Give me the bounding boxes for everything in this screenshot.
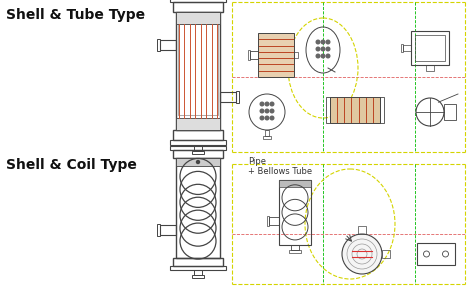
Bar bbox=[220, 92, 236, 102]
Circle shape bbox=[260, 102, 264, 106]
Bar bbox=[194, 145, 202, 151]
Circle shape bbox=[197, 160, 199, 164]
Circle shape bbox=[326, 40, 330, 44]
Bar bbox=[415, 35, 445, 61]
Text: Shell & Tube Type: Shell & Tube Type bbox=[6, 8, 145, 22]
Bar bbox=[294, 52, 298, 58]
Circle shape bbox=[260, 116, 264, 120]
Circle shape bbox=[326, 47, 330, 51]
Bar bbox=[411, 31, 449, 65]
Bar bbox=[403, 45, 411, 51]
Circle shape bbox=[265, 109, 269, 113]
Bar bbox=[401, 44, 403, 52]
Bar bbox=[263, 136, 271, 139]
Circle shape bbox=[270, 102, 274, 106]
Bar bbox=[176, 158, 220, 258]
Bar bbox=[258, 33, 294, 77]
Bar bbox=[291, 245, 299, 249]
Bar bbox=[173, 150, 223, 158]
Bar bbox=[157, 224, 160, 236]
Bar bbox=[157, 39, 160, 51]
Circle shape bbox=[260, 109, 264, 113]
Bar bbox=[176, 12, 220, 130]
Circle shape bbox=[321, 47, 325, 51]
Bar bbox=[417, 243, 455, 265]
Circle shape bbox=[316, 40, 320, 44]
Bar bbox=[279, 179, 311, 245]
Bar bbox=[248, 50, 250, 60]
Bar bbox=[194, 270, 202, 275]
Bar bbox=[444, 104, 456, 120]
Bar bbox=[236, 91, 239, 103]
Text: Pipe
+ Bellows Tube: Pipe + Bellows Tube bbox=[248, 157, 312, 177]
Bar bbox=[289, 249, 301, 253]
Bar bbox=[382, 250, 390, 258]
Bar bbox=[173, 2, 223, 12]
Bar bbox=[170, 146, 226, 150]
Bar bbox=[250, 51, 258, 59]
Bar bbox=[170, 266, 226, 270]
Bar bbox=[380, 97, 384, 123]
Bar bbox=[170, 140, 226, 145]
Bar bbox=[176, 118, 220, 130]
Bar bbox=[265, 130, 269, 136]
Circle shape bbox=[316, 54, 320, 58]
Bar bbox=[173, 258, 223, 266]
Bar bbox=[176, 158, 220, 166]
Bar bbox=[173, 130, 223, 140]
Bar bbox=[269, 217, 279, 225]
Circle shape bbox=[326, 54, 330, 58]
Circle shape bbox=[265, 116, 269, 120]
Text: Shell & Coil Type: Shell & Coil Type bbox=[6, 158, 137, 172]
Bar bbox=[267, 216, 269, 226]
Circle shape bbox=[342, 234, 382, 274]
Bar bbox=[160, 225, 176, 235]
Bar bbox=[192, 151, 204, 154]
Circle shape bbox=[316, 47, 320, 51]
Circle shape bbox=[270, 109, 274, 113]
Circle shape bbox=[270, 116, 274, 120]
Circle shape bbox=[321, 54, 325, 58]
Circle shape bbox=[265, 102, 269, 106]
Bar bbox=[426, 65, 434, 71]
Bar bbox=[192, 275, 204, 278]
Bar bbox=[176, 12, 220, 24]
Bar bbox=[330, 97, 380, 123]
Bar bbox=[170, 0, 226, 2]
Circle shape bbox=[321, 40, 325, 44]
Bar bbox=[160, 40, 176, 50]
Bar bbox=[326, 97, 330, 123]
Bar bbox=[178, 24, 218, 115]
Bar bbox=[358, 226, 366, 234]
Bar bbox=[279, 179, 311, 187]
